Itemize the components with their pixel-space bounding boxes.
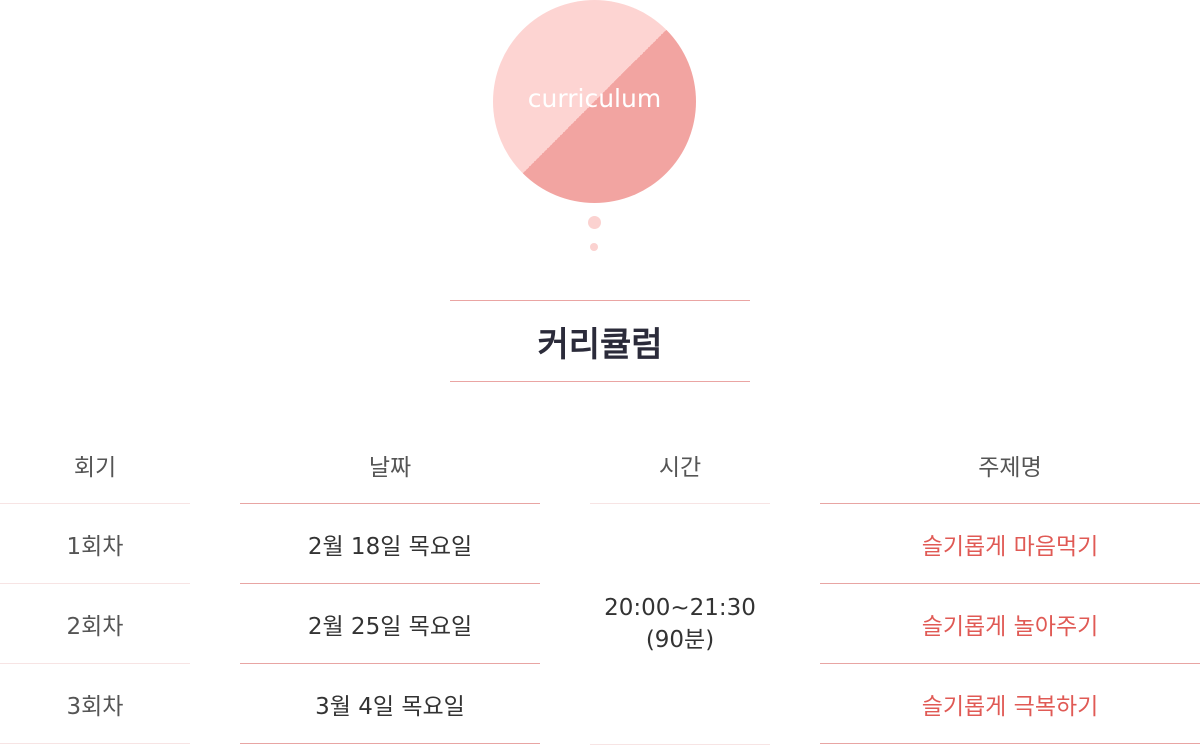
header-round: 회기 bbox=[0, 426, 190, 504]
badge-label: curriculum bbox=[527, 84, 662, 113]
decorative-dot-small bbox=[590, 243, 598, 251]
time-duration: (90분) bbox=[645, 627, 715, 653]
column-date: 날짜 2월 18일 목요일 2월 25일 목요일 3월 4일 목요일 bbox=[240, 426, 540, 744]
decorative-dot-large bbox=[588, 216, 601, 229]
time-cell: 20:00~21:30 (90분) bbox=[590, 504, 770, 745]
header-date: 날짜 bbox=[240, 426, 540, 504]
date-cell-3: 3월 4일 목요일 bbox=[240, 664, 540, 744]
header-time: 시간 bbox=[590, 426, 770, 504]
topic-cell-3: 슬기롭게 극복하기 bbox=[820, 664, 1200, 744]
header-topic: 주제명 bbox=[820, 426, 1200, 504]
section-title-box: 커리큘럼 bbox=[450, 300, 750, 382]
round-cell-2: 2회차 bbox=[0, 584, 190, 664]
round-cell-3: 3회차 bbox=[0, 664, 190, 744]
date-cell-1: 2월 18일 목요일 bbox=[240, 504, 540, 584]
column-topic: 주제명 슬기롭게 마음먹기 슬기롭게 놀아주기 슬기롭게 극복하기 bbox=[820, 426, 1200, 744]
column-time: 시간 20:00~21:30 (90분) bbox=[590, 426, 770, 745]
page-title: 커리큘럼 bbox=[537, 324, 663, 365]
topic-cell-1: 슬기롭게 마음먹기 bbox=[820, 504, 1200, 584]
column-round: 회기 1회차 2회차 3회차 bbox=[0, 426, 190, 744]
curriculum-badge: curriculum bbox=[493, 0, 696, 203]
date-cell-2: 2월 25일 목요일 bbox=[240, 584, 540, 664]
round-cell-1: 1회차 bbox=[0, 504, 190, 584]
time-range: 20:00~21:30 bbox=[604, 595, 756, 621]
topic-cell-2: 슬기롭게 놀아주기 bbox=[820, 584, 1200, 664]
